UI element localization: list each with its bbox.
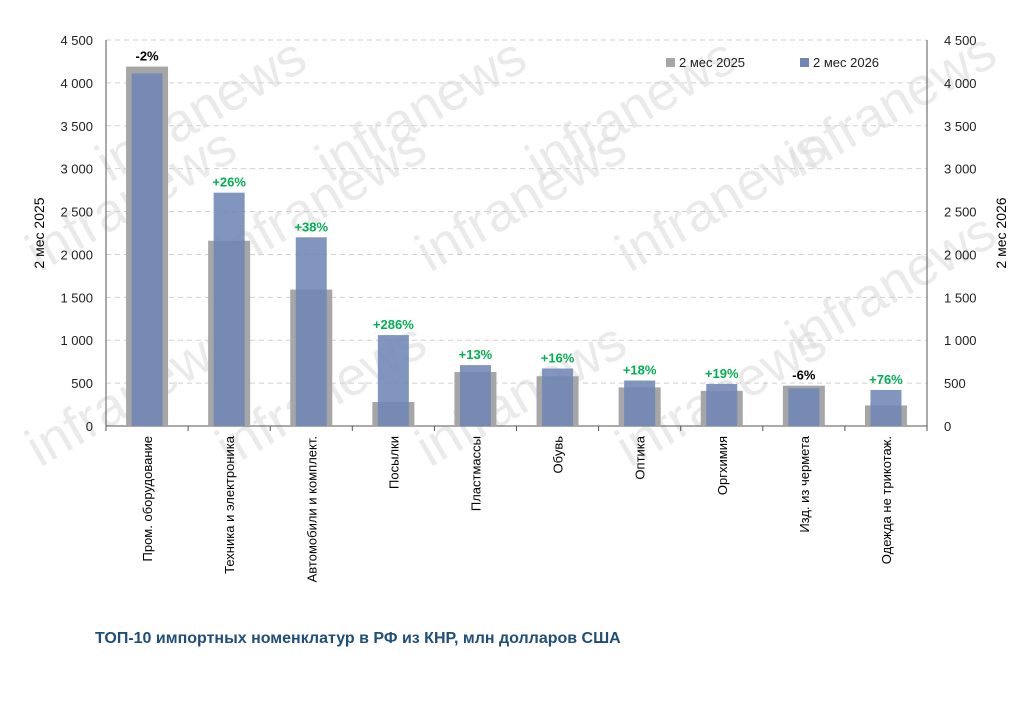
bar-2026 [624, 380, 656, 426]
category-label: Оптика [633, 435, 648, 479]
change-label: +18% [623, 363, 657, 378]
bar-2026 [459, 365, 491, 426]
bar-2026 [870, 389, 902, 426]
y-tick-label-right: 0 [944, 419, 951, 434]
legend-swatch [800, 58, 809, 67]
category-label: Одежда не трикотаж. [879, 436, 894, 564]
y-tick-label-right: 2 500 [944, 205, 977, 220]
change-label: +26% [212, 175, 246, 190]
bar-2026 [377, 335, 409, 426]
y-tick-label-left: 500 [71, 376, 93, 391]
y-tick-label-right: 3 000 [944, 162, 977, 177]
chart-caption: ТОП-10 импортных номенклатур в РФ из КНР… [95, 630, 621, 647]
y-tick-label-left: 3 000 [60, 162, 93, 177]
category-label: Обувь [551, 436, 566, 474]
change-label: +286% [373, 317, 414, 332]
y-tick-label-left: 3 500 [60, 119, 93, 134]
category-label: Пром. оборудование [140, 436, 155, 562]
bar-2026 [788, 388, 820, 426]
watermark-text: infranews [406, 311, 636, 479]
category-label: Изд. из чермета [797, 435, 812, 532]
bar-2026 [706, 383, 738, 426]
y-tick-label-left: 1 000 [60, 333, 93, 348]
category-label: Оргхимия [715, 436, 730, 495]
category-label: Посылки [386, 436, 401, 489]
bar-2026 [542, 368, 574, 426]
change-label: +19% [705, 366, 739, 381]
category-label: Автомобили и комплект. [304, 436, 319, 582]
change-label: +13% [459, 347, 493, 362]
y-axis-title-left: 2 мес 2025 [31, 197, 47, 268]
category-label: Техника и электроника [222, 435, 237, 574]
y-tick-label-right: 4 500 [944, 33, 977, 48]
y-tick-label-right: 1 000 [944, 333, 977, 348]
y-tick-label-right: 1 500 [944, 290, 977, 305]
legend-label: 2 мес 2026 [813, 55, 879, 70]
y-tick-label-right: 2 000 [944, 247, 977, 262]
y-tick-label-right: 4 000 [944, 76, 977, 91]
change-label: +38% [294, 219, 328, 234]
legend-swatch [666, 58, 675, 67]
bar-2026 [295, 237, 327, 426]
change-label: +16% [541, 351, 575, 366]
y-tick-label-right: 3 500 [944, 119, 977, 134]
bar-2026 [213, 192, 245, 426]
y-axis-title-right: 2 мес 2026 [993, 197, 1009, 268]
y-tick-label-left: 2 500 [60, 205, 93, 220]
change-label: -2% [135, 49, 159, 64]
change-label: +76% [869, 372, 903, 387]
legend-label: 2 мес 2025 [679, 55, 745, 70]
y-tick-label-right: 500 [944, 376, 966, 391]
y-tick-label-left: 2 000 [60, 247, 93, 262]
y-tick-label-left: 4 000 [60, 76, 93, 91]
change-label: -6% [792, 368, 816, 383]
y-tick-label-left: 4 500 [60, 33, 93, 48]
y-tick-label-left: 1 500 [60, 290, 93, 305]
category-label: Пластмассы [468, 436, 483, 511]
bar-2026 [131, 73, 163, 426]
y-tick-label-left: 0 [86, 419, 93, 434]
